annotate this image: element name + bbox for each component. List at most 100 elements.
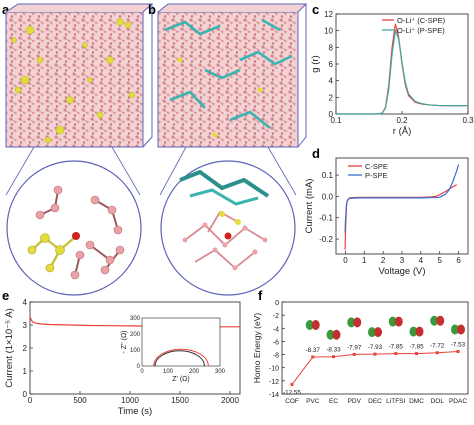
homo-orbital-lobe <box>353 317 362 328</box>
x-tick-label: 500 <box>73 396 87 405</box>
y-tick-label: 0 <box>23 390 28 399</box>
homo-orbital-lobe <box>430 315 439 326</box>
category-label: PVC <box>306 398 320 405</box>
y-tick-label: -4 <box>273 326 279 333</box>
inset-x-tick-label: 100 <box>163 369 174 375</box>
homo-orbital-lobe <box>326 329 335 340</box>
y-tick-label: 10 <box>324 27 333 36</box>
inset-x-tick-label: 300 <box>215 369 226 375</box>
legend-label: C-SPE <box>365 162 388 171</box>
homo-orbital-lobe <box>388 316 397 327</box>
y-tick-label: 0 <box>275 300 279 307</box>
panel-letter-b: b <box>148 2 156 17</box>
y-tick-label: -10 <box>269 366 279 373</box>
series-line <box>344 164 460 233</box>
y-tick-label: 0.1 <box>322 171 334 180</box>
data-point <box>311 355 315 359</box>
y-tick-label: -12 <box>269 379 279 386</box>
x-axis-label: Voltage (V) <box>379 266 426 277</box>
data-point <box>435 351 439 355</box>
data-point <box>290 382 294 386</box>
lithium-ion-a <box>72 232 80 240</box>
x-tick-label: 2 <box>381 256 386 265</box>
homo-orbital-lobe <box>415 326 424 337</box>
data-point <box>332 355 335 359</box>
simulation-box-a <box>5 3 154 148</box>
plot-frame <box>335 157 469 255</box>
homo-orbital-lobe <box>311 320 320 331</box>
data-label: -12.55 <box>283 389 301 396</box>
data-label: -7.93 <box>368 344 383 351</box>
y-tick-label: 0 <box>329 110 334 119</box>
category-label: PDAC <box>449 398 467 405</box>
data-label: -7.53 <box>451 341 466 348</box>
inset-x-tick-label: 200 <box>189 369 200 375</box>
y-tick-label: -0.1 <box>319 214 333 223</box>
y-tick-label: 4 <box>23 298 28 307</box>
y-tick-label: -6 <box>273 339 279 346</box>
homo-orbital-lobe <box>305 320 314 331</box>
homo-orbital-lobe <box>347 317 356 328</box>
polymer-chains-b <box>164 18 293 130</box>
x-tick-label: 0.1 <box>330 116 342 125</box>
inset-semicircle <box>154 350 205 367</box>
y-tick-label: 4 <box>329 77 334 86</box>
homo-orbital-lobe <box>368 327 376 338</box>
inset-y-tick-label: 200 <box>130 332 141 338</box>
data-label: -7.85 <box>409 344 424 351</box>
legend-label: P-SPE <box>365 171 388 180</box>
inset-semicircle <box>153 348 209 367</box>
category-label: EC <box>329 398 338 405</box>
homo-energy-chart: f -14 -12 -10 -8 -6 -4 -2 0 Homo Energy (eV) COF P… <box>252 288 469 405</box>
y-tick-label: 0.0 <box>322 192 334 201</box>
y-axis-label: Current (mA) <box>304 179 315 234</box>
panel-b: b <box>148 2 308 296</box>
x-tick-label: 0 <box>28 396 33 405</box>
y-tick-label: -14 <box>269 392 279 399</box>
x-tick-label: 0.3 <box>462 116 474 125</box>
x-tick-label: 5 <box>437 256 442 265</box>
y-tick-label: 2 <box>329 93 334 102</box>
inset-y-axis-label: - Z'' (Ω) <box>121 330 128 353</box>
x-tick-label: 6 <box>456 256 461 265</box>
x-tick-label: 1 <box>362 256 367 265</box>
y-tick-label: 1 <box>23 367 28 376</box>
x-tick-label: 1000 <box>121 396 139 405</box>
data-point <box>394 352 398 356</box>
homo-orbital-lobe <box>409 326 418 337</box>
category-label: LiTFSI <box>386 398 405 405</box>
simulation-box-b <box>157 3 308 148</box>
inset-frame <box>141 317 221 367</box>
lithium-salt-clusters-a <box>11 18 136 144</box>
x-axis-label: Time (s) <box>118 406 152 417</box>
category-label: DOL <box>431 398 445 405</box>
zoom-circle-a <box>6 160 142 296</box>
y-tick-label: 2 <box>23 344 28 353</box>
zoom-circle-b <box>160 160 296 296</box>
category-label: DEC <box>368 398 382 405</box>
data-label: -7.72 <box>430 343 445 350</box>
panel-letter-d: d <box>312 146 320 161</box>
legend-label: O-Li⁺ (C-SPE) <box>397 16 446 25</box>
data-point <box>456 349 460 353</box>
category-label: DMC <box>409 398 424 405</box>
homo-orbital-lobe <box>394 316 403 327</box>
x-tick-label: 3 <box>400 256 405 265</box>
data-label: -7.97 <box>347 344 362 351</box>
x-tick-label: 2000 <box>221 396 239 405</box>
panel-letter-a: a <box>2 2 10 17</box>
inset-x-axis-label: Z' (Ω) <box>172 376 189 383</box>
plot-frame <box>29 301 241 395</box>
y-axis-label: Homo Energy (eV) <box>252 313 262 384</box>
panel-letter-e: e <box>2 288 9 303</box>
data-label: -8.33 <box>326 347 341 354</box>
data-point <box>352 352 356 356</box>
x-tick-label: 0 <box>343 256 348 265</box>
category-label: COF <box>285 398 299 405</box>
inset-y-tick-label: 0 <box>137 364 141 370</box>
category-label: PDV <box>348 398 362 405</box>
rdf-chart: c 0.1 0.2 0.3 0 2 4 6 8 10 12 r (Å) g (r) O-Li⁺ (C-S… <box>310 2 474 137</box>
lsv-chart: d 0 1 2 3 4 5 6 -0.2 -0.1 0.0 0.1 Voltage (V) Curren… <box>304 146 469 277</box>
